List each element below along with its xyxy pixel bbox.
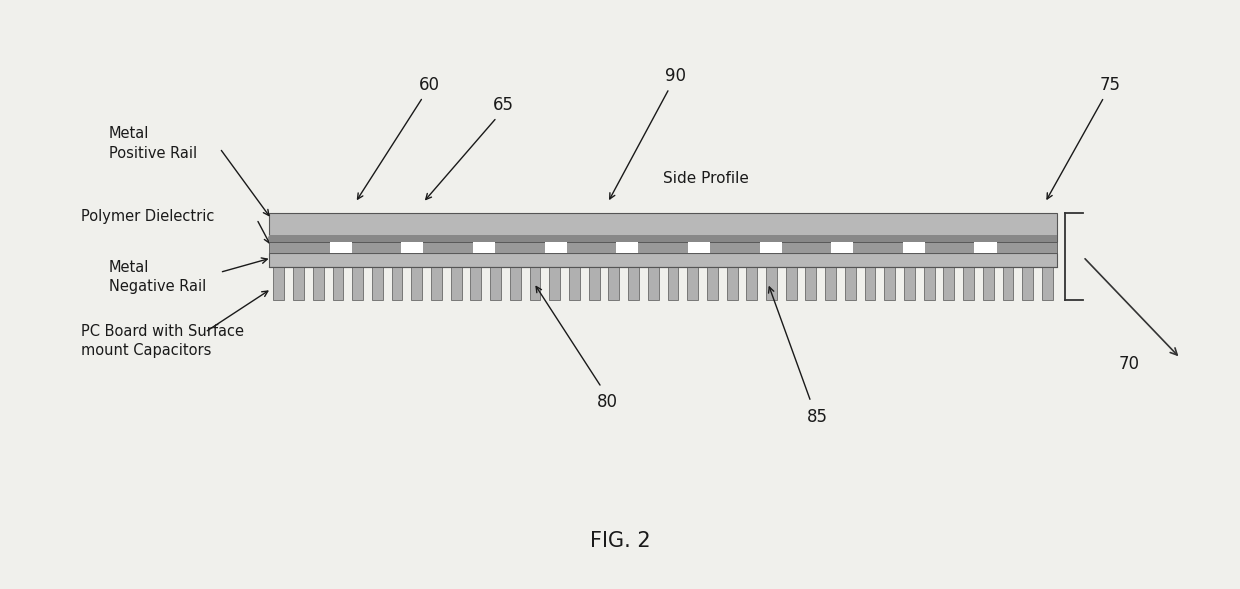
Bar — [451, 267, 461, 300]
Bar — [924, 267, 935, 300]
Bar — [589, 267, 600, 300]
Bar — [687, 267, 698, 300]
Bar — [609, 267, 619, 300]
Bar — [616, 242, 639, 253]
Bar — [904, 267, 915, 300]
Bar — [884, 267, 895, 300]
Text: Polymer Dielectric: Polymer Dielectric — [81, 209, 215, 224]
Text: FIG. 2: FIG. 2 — [590, 531, 650, 551]
Text: 60: 60 — [419, 76, 440, 94]
Bar — [549, 267, 560, 300]
Bar — [510, 267, 521, 300]
Text: Metal
Negative Rail: Metal Negative Rail — [109, 260, 206, 294]
Bar — [490, 267, 501, 300]
Text: 65: 65 — [492, 97, 513, 114]
Bar — [629, 267, 639, 300]
Bar — [707, 267, 718, 300]
Bar — [312, 267, 324, 300]
Bar — [963, 267, 973, 300]
Bar — [667, 267, 678, 300]
Bar — [412, 267, 422, 300]
Bar — [332, 267, 343, 300]
Text: 85: 85 — [806, 408, 827, 426]
Bar — [529, 267, 541, 300]
Bar — [293, 267, 304, 300]
Bar — [269, 213, 1058, 242]
Text: 80: 80 — [598, 393, 619, 411]
Bar — [647, 267, 658, 300]
Text: Metal
Positive Rail: Metal Positive Rail — [109, 126, 197, 161]
Bar — [569, 267, 580, 300]
Bar — [352, 267, 363, 300]
Bar — [766, 267, 777, 300]
Bar — [470, 267, 481, 300]
Bar — [727, 267, 738, 300]
Bar — [831, 242, 853, 253]
Text: Side Profile: Side Profile — [663, 171, 749, 186]
Bar — [269, 253, 1058, 267]
Bar — [330, 242, 352, 253]
Bar — [746, 267, 758, 300]
Bar — [269, 242, 1058, 253]
Text: 70: 70 — [1118, 355, 1140, 373]
Bar — [760, 242, 781, 253]
Bar — [432, 267, 441, 300]
Bar — [688, 242, 711, 253]
Bar — [269, 235, 1058, 242]
Bar — [1022, 267, 1033, 300]
Bar — [392, 267, 403, 300]
Text: 75: 75 — [1100, 76, 1121, 94]
Text: 90: 90 — [665, 68, 686, 85]
Bar — [975, 242, 997, 253]
Bar — [273, 267, 284, 300]
Bar — [944, 267, 955, 300]
Bar — [1042, 267, 1053, 300]
Bar — [825, 267, 836, 300]
Bar — [844, 267, 856, 300]
Text: PC Board with Surface
mount Capacitors: PC Board with Surface mount Capacitors — [81, 323, 243, 358]
Bar — [472, 242, 495, 253]
Bar — [903, 242, 925, 253]
Bar — [983, 267, 993, 300]
Bar — [786, 267, 796, 300]
Bar — [864, 267, 875, 300]
Bar — [544, 242, 567, 253]
Bar — [402, 242, 423, 253]
Bar — [806, 267, 816, 300]
Bar — [372, 267, 383, 300]
Bar — [1003, 267, 1013, 300]
